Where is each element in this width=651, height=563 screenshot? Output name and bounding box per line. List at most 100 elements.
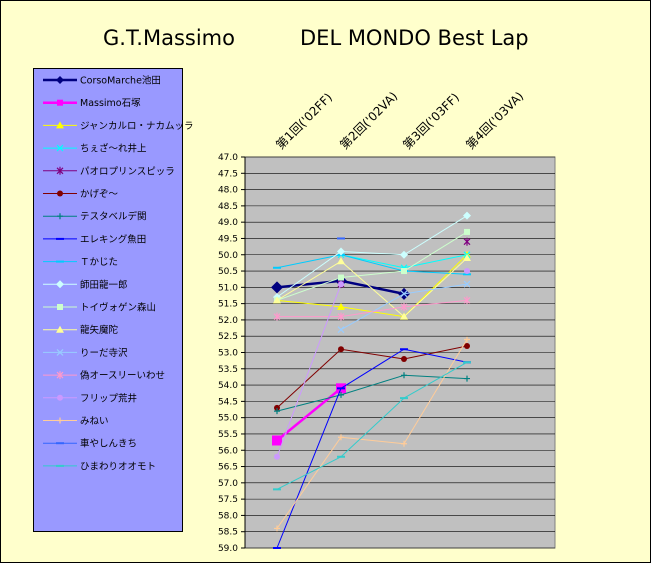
data-point: [274, 404, 280, 411]
series-line: [403, 231, 468, 272]
series-line: [276, 279, 342, 289]
legend-marker: [57, 190, 63, 197]
legend-label: ジャンカルロ・ナカムッラ: [80, 121, 194, 132]
data-point: [337, 257, 345, 265]
data-point: [464, 375, 470, 382]
series-line: [403, 361, 468, 399]
data-point: [400, 302, 408, 311]
data-point: [338, 274, 344, 281]
data-point: [274, 525, 280, 532]
legend-label: フリップ荒井: [80, 392, 137, 404]
legend-item: かげぞ～: [43, 189, 119, 200]
data-point: [464, 342, 470, 349]
legend-label: りーだ寺沢: [80, 347, 128, 359]
legend-item: りーだ寺沢: [43, 347, 128, 359]
series-line: [403, 257, 468, 318]
chart-title-right: DEL MONDO Best Lap: [300, 26, 529, 50]
series-6: [274, 372, 470, 415]
data-point: [401, 440, 407, 447]
legend-item: 偽オースリーいわせ: [43, 370, 165, 382]
series-13: [273, 296, 471, 321]
y-tick-label: 57.5: [218, 495, 238, 505]
legend-item: パオロプリンスピッラ: [43, 166, 175, 177]
y-tick-label: 52.5: [218, 332, 238, 342]
series-line: [276, 254, 342, 269]
legend-item: テスタベルデ関: [43, 211, 147, 223]
legend-label: 偽オースリーいわせ: [80, 370, 165, 382]
data-point: [338, 434, 344, 441]
legend-label: ちぇざ～れ井上: [80, 143, 147, 155]
series-line: [340, 306, 405, 318]
legend-marker: [57, 99, 63, 106]
series-line: [403, 299, 468, 308]
legend-item: フリップ荒井: [43, 392, 137, 404]
legend-item: 師田龍一郎: [43, 279, 128, 291]
series-line: [276, 283, 342, 457]
data-point: [463, 296, 471, 305]
legend-marker: [56, 76, 64, 84]
data-point: [401, 268, 407, 275]
series-line: [403, 339, 468, 444]
legend-marker: [56, 144, 64, 152]
y-tick-label: 48.5: [218, 202, 238, 212]
series-line: [340, 348, 405, 389]
data-point: [401, 372, 407, 379]
legend: [33, 68, 183, 532]
data-point: [401, 356, 407, 363]
y-tick-label: 59.0: [218, 544, 238, 554]
legend-item: ジャンカルロ・ナカムッラ: [43, 121, 194, 132]
legend-label: みねい: [80, 416, 109, 427]
series-line: [340, 254, 405, 272]
y-tick-label: 50.0: [218, 251, 238, 261]
series-15: [274, 336, 470, 532]
data-point: [271, 281, 283, 294]
series-14: [274, 268, 470, 460]
y-tick-label: 51.0: [218, 283, 238, 293]
y-tick-label: 47.5: [218, 169, 238, 179]
data-point: [463, 211, 471, 220]
y-tick-label: 58.5: [218, 528, 238, 538]
series-11: [273, 254, 471, 320]
series-line: [276, 277, 342, 301]
data-point: [337, 302, 345, 310]
data-point: [464, 268, 470, 275]
series-line: [276, 456, 342, 490]
legend-item: みねい: [43, 416, 109, 427]
legend-label: エレキング魚田: [80, 233, 146, 245]
data-point: [338, 391, 344, 398]
legend-label: トイヴォゲン森山: [80, 302, 156, 314]
data-point: [463, 254, 471, 262]
series-line: [276, 299, 342, 308]
legend-marker: [56, 325, 64, 333]
legend-marker: [57, 394, 63, 401]
data-point: [273, 296, 281, 304]
x-tick-label: 第3回('03FF): [400, 90, 462, 152]
y-tick-label: 51.5: [218, 300, 238, 310]
series-line: [403, 215, 468, 256]
series-3: [337, 251, 471, 272]
y-tick-label: 53.0: [218, 349, 238, 359]
y-tick-label: 54.5: [218, 397, 238, 407]
series-5: [274, 342, 470, 411]
x-tick-label: 第4回('03VA): [463, 89, 526, 152]
legend-marker: [57, 213, 63, 220]
data-point: [400, 290, 408, 298]
legend-label: テスタベルデ関: [80, 211, 147, 223]
series-line: [340, 260, 405, 318]
y-tick-label: 58.0: [218, 511, 238, 521]
data-point: [463, 237, 471, 246]
series-line: [276, 260, 342, 301]
series-line: [340, 374, 405, 396]
y-tick-label: 49.5: [218, 234, 238, 244]
data-point: [464, 336, 470, 343]
data-point: [400, 312, 408, 320]
legend-label: Ｔかじた: [80, 257, 118, 268]
legend-marker: [56, 166, 64, 175]
legend-marker: [56, 121, 64, 129]
series-line: [340, 348, 405, 360]
legend-item: 龍矢魔陀: [43, 324, 119, 336]
data-point: [338, 281, 344, 288]
series-line: [403, 348, 468, 363]
y-tick-label: 57.0: [218, 479, 238, 489]
